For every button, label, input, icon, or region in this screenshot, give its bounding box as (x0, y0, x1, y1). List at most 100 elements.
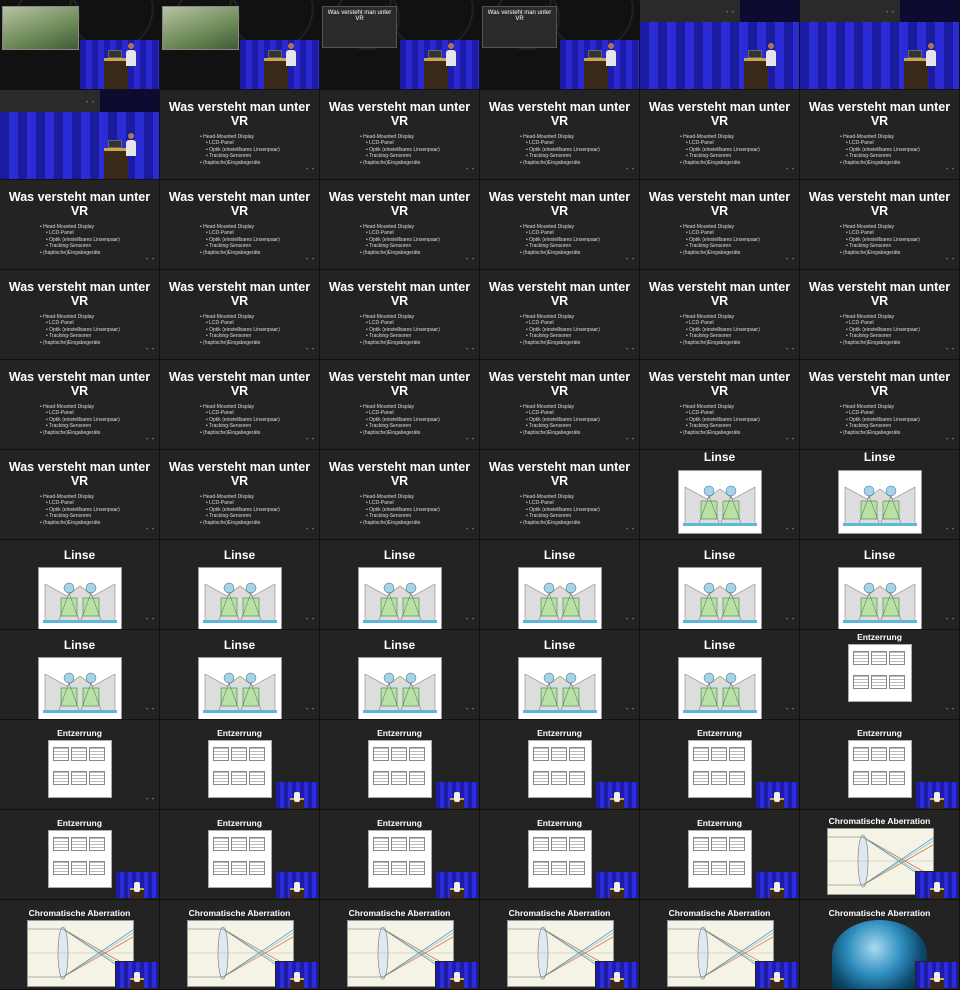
frame-thumbnail[interactable]: Was versteht man unter VR Head-Mounted Di… (640, 360, 800, 450)
frame-thumbnail[interactable]: Was versteht man unter VR Head-Mounted Di… (640, 180, 800, 270)
frame-thumbnail[interactable]: Was versteht man unter VR Head-Mounted Di… (160, 360, 320, 450)
frame-thumbnail[interactable]: Entzerrung (480, 810, 640, 900)
frame-thumbnail[interactable]: Entzerrung • • (0, 720, 160, 810)
frame-thumbnail[interactable]: Chromatische Aberration (320, 900, 480, 990)
frame-thumbnail[interactable] (0, 0, 160, 90)
lens-diagram-svg (683, 672, 757, 713)
bullet-item: Tracking-Sensoren (40, 333, 159, 339)
frame-thumbnail[interactable]: Was versteht man unter VR Head-Mounted Di… (640, 270, 800, 360)
frame-thumbnail[interactable]: Linse • • (0, 540, 160, 630)
bullet-list: Head-Mounted DisplayLCD-PanelOptik (eins… (360, 404, 479, 436)
frame-thumbnail[interactable]: Entzerrung (160, 720, 320, 810)
aberration-svg (668, 926, 774, 980)
frame-thumbnail[interactable]: Entzerrung (640, 720, 800, 810)
speaker (774, 792, 780, 802)
frame-thumbnail[interactable]: Was versteht man unter VR Head-Mounted Di… (320, 90, 480, 180)
frame-thumbnail[interactable]: Was versteht man unter VR Head-Mounted Di… (0, 360, 160, 450)
frame-thumbnail[interactable]: Was versteht man unter VR (320, 0, 480, 90)
frame-thumbnail[interactable]: Entzerrung (320, 810, 480, 900)
frame-thumbnail[interactable]: Chromatische Aberration (640, 900, 800, 990)
frame-thumbnail[interactable]: Was versteht man unter VR Head-Mounted Di… (320, 360, 480, 450)
frame-thumbnail[interactable]: Was versteht man unter VR Head-Mounted Di… (480, 450, 640, 540)
frame-thumbnail[interactable]: Entzerrung (480, 720, 640, 810)
slide-nav-dots: • • (306, 257, 315, 263)
frame-thumbnail[interactable]: Was versteht man unter VR Head-Mounted Di… (800, 270, 960, 360)
frame-thumbnail[interactable]: • • (640, 0, 800, 90)
speaker-inset (275, 781, 319, 809)
bullet-item: Optik (einstellbares Linsenpaar) (200, 237, 319, 243)
frame-thumbnail[interactable]: • • (800, 0, 960, 90)
bullet-item: LCD-Panel (200, 500, 319, 506)
frame-thumbnail[interactable]: Linse • • (320, 540, 480, 630)
frame-thumbnail[interactable]: Linse • • (160, 630, 320, 720)
bullet-item: Tracking-Sensoren (840, 153, 959, 159)
bullet-list: Head-Mounted DisplayLCD-PanelOptik (eins… (200, 494, 319, 526)
frame-thumbnail[interactable]: Was versteht man unter VR Head-Mounted Di… (480, 90, 640, 180)
frame-thumbnail[interactable]: Was versteht man unter VR Head-Mounted Di… (0, 180, 160, 270)
slide-title: Entzerrung (217, 728, 262, 738)
frame-thumbnail[interactable]: Was versteht man unter VR Head-Mounted Di… (800, 90, 960, 180)
frame-thumbnail[interactable]: Was versteht man unter VR Head-Mounted Di… (160, 180, 320, 270)
frame-thumbnail[interactable] (160, 0, 320, 90)
frame-thumbnail[interactable]: Chromatische Aberration (0, 900, 160, 990)
frame-thumbnail[interactable]: Linse • • (640, 450, 800, 540)
frame-thumbnail[interactable]: Was versteht man unter VR Head-Mounted Di… (160, 270, 320, 360)
speaker (294, 972, 300, 982)
frame-thumbnail[interactable]: Was versteht man unter VR Head-Mounted Di… (320, 180, 480, 270)
frame-thumbnail[interactable]: Linse • • (320, 630, 480, 720)
frame-thumbnail[interactable]: • • (0, 90, 160, 180)
bullet-item: LCD-Panel (40, 410, 159, 416)
speaker (926, 43, 936, 66)
projected-slide-title: Was versteht man unter VR (327, 10, 392, 22)
frame-thumbnail[interactable]: Linse • • (640, 630, 800, 720)
frame-thumbnail[interactable]: Linse • • (0, 630, 160, 720)
frame-thumbnail[interactable]: Linse • • (640, 540, 800, 630)
frame-thumbnail[interactable]: Was versteht man unter VR (480, 0, 640, 90)
distortion-figure (688, 830, 752, 888)
grid-sample (871, 651, 887, 665)
frame-thumbnail[interactable]: Linse • • (480, 540, 640, 630)
podium (744, 58, 768, 89)
frame-thumbnail[interactable]: Linse • • (800, 450, 960, 540)
frame-thumbnail[interactable]: Was versteht man unter VR Head-Mounted Di… (0, 450, 160, 540)
frame-thumbnail[interactable]: Was versteht man unter VR Head-Mounted Di… (640, 90, 800, 180)
bullet-item: Head-Mounted Display (40, 494, 159, 500)
grid-sample (853, 747, 869, 761)
frame-thumbnail[interactable]: Was versteht man unter VR Head-Mounted Di… (320, 270, 480, 360)
frame-thumbnail[interactable]: Was versteht man unter VR Head-Mounted Di… (480, 180, 640, 270)
speaker (126, 133, 136, 156)
frame-thumbnail[interactable]: Chromatische Aberration (800, 900, 960, 990)
slide-title: Was versteht man unter VR (328, 370, 471, 398)
frame-thumbnail[interactable]: Chromatische Aberration (480, 900, 640, 990)
frame-thumbnail[interactable]: Linse • • (800, 540, 960, 630)
frame-thumbnail[interactable]: Was versteht man unter VR Head-Mounted Di… (320, 450, 480, 540)
bullet-item: Optik (einstellbares Linsenpaar) (40, 237, 159, 243)
frame-thumbnail[interactable]: Linse • • (160, 540, 320, 630)
frame-thumbnail[interactable]: Chromatische Aberration (160, 900, 320, 990)
bullet-item: LCD-Panel (40, 500, 159, 506)
bullet-item: (haptische)Eingabegeräte (200, 340, 319, 346)
bullet-item: Optik (einstellbares Linsenpaar) (520, 147, 639, 153)
frame-thumbnail[interactable]: Entzerrung (0, 810, 160, 900)
frame-thumbnail[interactable]: Entzerrung • • (800, 630, 960, 720)
frame-thumbnail[interactable]: Was versteht man unter VR Head-Mounted Di… (800, 180, 960, 270)
lens-diagram-svg (523, 672, 597, 713)
slide-title: Was versteht man unter VR (8, 190, 151, 218)
frame-thumbnail[interactable]: Linse • • (480, 630, 640, 720)
bullet-item: LCD-Panel (200, 410, 319, 416)
frame-thumbnail[interactable]: Entzerrung (160, 810, 320, 900)
frame-thumbnail[interactable]: Was versteht man unter VR Head-Mounted Di… (0, 270, 160, 360)
frame-thumbnail[interactable]: Was versteht man unter VR Head-Mounted Di… (160, 450, 320, 540)
frame-thumbnail[interactable]: Chromatische Aberration (800, 810, 960, 900)
frame-thumbnail[interactable]: Entzerrung (800, 720, 960, 810)
frame-thumbnail[interactable]: Was versteht man unter VR Head-Mounted Di… (480, 360, 640, 450)
speaker-inset (275, 961, 319, 989)
frame-thumbnail[interactable]: Was versteht man unter VR Head-Mounted Di… (480, 270, 640, 360)
frame-thumbnail[interactable]: Entzerrung (320, 720, 480, 810)
speaker (454, 972, 460, 982)
frame-thumbnail[interactable]: Was versteht man unter VR Head-Mounted Di… (800, 360, 960, 450)
bullet-item: (haptische)Eingabegeräte (40, 340, 159, 346)
frame-thumbnail[interactable]: Entzerrung (640, 810, 800, 900)
frame-thumbnail[interactable]: Was versteht man unter VR Head-Mounted Di… (160, 90, 320, 180)
bullet-item: (haptische)Eingabegeräte (520, 340, 639, 346)
